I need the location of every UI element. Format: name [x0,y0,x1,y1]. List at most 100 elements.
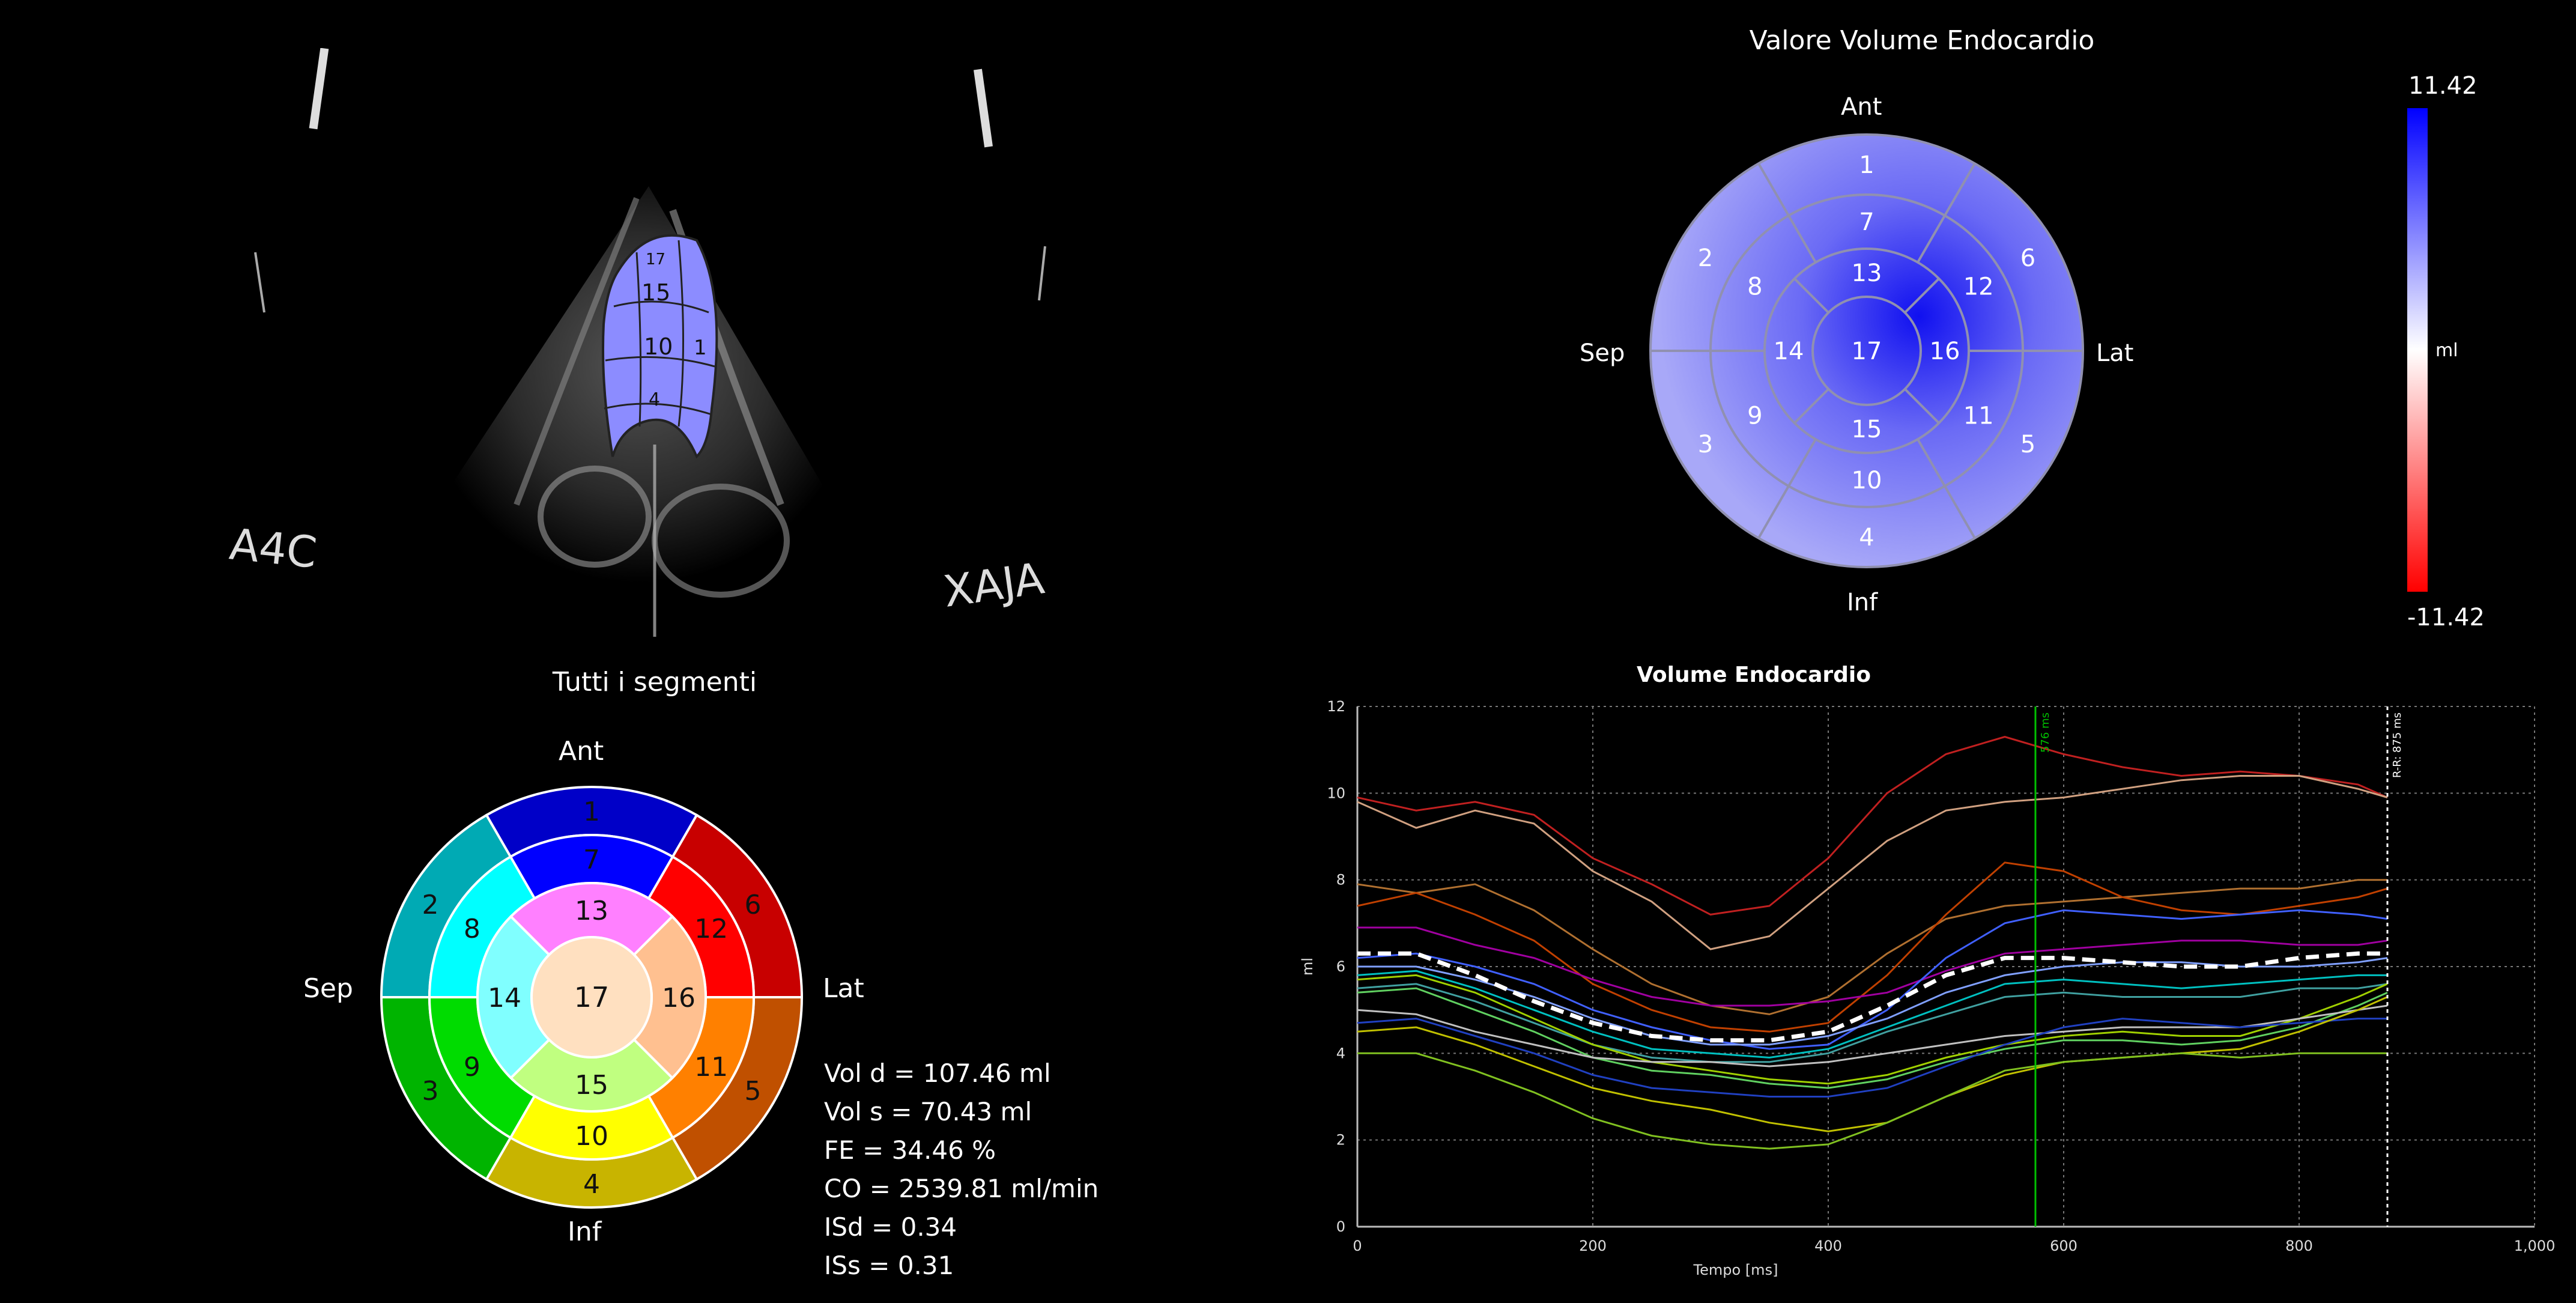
series-line-11 [1357,987,2388,1089]
segment-label-14: 14 [488,983,521,1013]
segment-label-9: 9 [464,1052,480,1083]
vol-segment-label-7: 7 [1859,208,1874,236]
y-tick-label: 4 [1336,1045,1345,1062]
series-line-4 [1357,926,2388,1007]
y-axis-label: ml [1299,958,1316,976]
vol-segment-label-15: 15 [1852,416,1882,443]
x-tick-label: 0 [1353,1238,1362,1254]
segment-label-15: 15 [575,1070,608,1101]
stat-isd: ISd = 0.34 [824,1212,957,1242]
series-line-9 [1357,983,2388,1063]
stat-fe: FE = 34.46 % [824,1135,996,1165]
stat-co: CO = 2539.81 ml/min [824,1174,1099,1203]
series-line-8 [1357,970,2387,1059]
colorbar [2407,108,2428,592]
bullseye-vol-sep: Sep [1580,339,1625,367]
bullseye-all-title: Tutti i segmenti [552,667,757,697]
lv-segment-overlay: 17 15 10 1 4 [602,234,718,459]
vol-segment-label-6: 6 [2020,245,2035,272]
series-line-2 [1357,879,2387,1015]
marker-label-1: R-R: 875 ms [2391,712,2404,778]
segment-label-10: 10 [575,1121,608,1152]
vol-segment-label-5: 5 [2020,431,2035,458]
series-line-7 [1357,951,2387,1043]
y-tick-label: 0 [1336,1218,1345,1235]
segment-label-8: 8 [464,914,480,944]
series-line-6 [1357,957,2388,1046]
stat-iss: ISs = 0.31 [824,1251,954,1280]
segment-label-13: 13 [575,896,608,926]
vol-segment-label-16: 16 [1930,338,1960,365]
vol-segment-label-12: 12 [1963,273,1994,301]
x-tick-label: 200 [1579,1238,1607,1254]
vol-segment-label-9: 9 [1747,402,1762,430]
y-tick-label: 6 [1336,958,1345,975]
bullseye-all-sep: Sep [303,973,353,1004]
series-line-5 [1357,909,2388,1050]
segment-label-5: 5 [744,1076,761,1107]
marker-label-0: 576 ms [2039,712,2052,753]
stats-panel: Vol d = 107.46 ml Vol s = 70.43 ml FE = … [824,1054,1099,1285]
vol-segment-label-11: 11 [1963,402,1994,430]
echo-image: 17 15 10 1 4 A4C XAJA [227,48,1047,637]
stat-vol-s: Vol s = 70.43 ml [824,1097,1032,1126]
series-line-15 [1357,1052,2387,1150]
segment-label-17: 17 [574,981,610,1013]
colorbar-unit: ml [2435,340,2458,361]
segment-label-12: 12 [694,914,728,944]
vol-segment-label-1: 1 [1859,151,1874,179]
chart-title: Volume Endocardio [1637,663,1871,687]
vol-segment-label-4: 4 [1859,524,1874,551]
volume-disc [1650,135,2083,567]
overlay-segment-10: 10 [644,333,673,360]
segment-label-16: 16 [662,983,696,1013]
series-line-1 [1357,775,2388,950]
y-tick-label: 2 [1336,1132,1345,1149]
segment-label-4: 4 [583,1169,600,1200]
segment-label-7: 7 [583,845,600,875]
vol-segment-label-17: 17 [1852,338,1882,365]
segment-label-2: 2 [422,890,439,920]
x-axis-label: Tempo [ms] [1693,1262,1778,1278]
bullseye-all-ant: Ant [559,736,604,767]
vendor-logo: XAJA [941,553,1047,617]
x-tick-label: 1,000 [2514,1238,2556,1254]
overlay-segment-17: 17 [646,251,665,269]
volume-chart: Volume Endocardio 0 200 400 600 800 1,000 0 2 4 6 8… [1299,663,2556,1278]
vol-segment-label-13: 13 [1852,260,1882,287]
series-line-10 [1357,974,2388,1085]
x-tick-label: 400 [1814,1238,1842,1254]
overlay-segment-15: 15 [641,279,670,306]
bullseye-vol-title: Valore Volume Endocardio [1749,25,2095,56]
bullseye-all-lat: Lat [823,973,864,1004]
sector-marker-left [309,48,329,130]
view-label: A4C [227,518,319,578]
overlay-segment-1: 1 [694,336,707,360]
segment-label-1: 1 [583,797,600,827]
vol-segment-label-14: 14 [1774,338,1804,365]
segment-17 [530,936,653,1058]
bullseye-vol-ant: Ant [1841,93,1882,121]
y-tick-label: 10 [1327,785,1345,801]
bullseye-all-inf: Inf [568,1216,602,1247]
colorbar-max-label: 11.42 [2408,72,2478,100]
segment-label-6: 6 [744,890,761,920]
segment-label-11: 11 [694,1052,728,1083]
x-tick-label: 800 [2285,1238,2313,1254]
y-tick-label: 12 [1327,698,1345,715]
vol-segment-label-3: 3 [1698,431,1713,458]
sector-marker-right [974,68,993,148]
series-line-3 [1357,861,2388,1033]
vol-segment-label-2: 2 [1698,245,1713,272]
x-tick-label: 600 [2050,1238,2077,1254]
series-line-0 [1357,735,2388,916]
bullseye-vol-lat: Lat [2096,339,2134,367]
y-tick-label: 8 [1336,872,1345,888]
colorbar-min-label: -11.42 [2407,604,2485,631]
series-line-13 [1357,1018,2387,1098]
bullseye-vol-inf: Inf [1847,589,1878,616]
stat-vol-d: Vol d = 107.46 ml [824,1058,1051,1088]
series-line-14 [1357,996,2388,1132]
